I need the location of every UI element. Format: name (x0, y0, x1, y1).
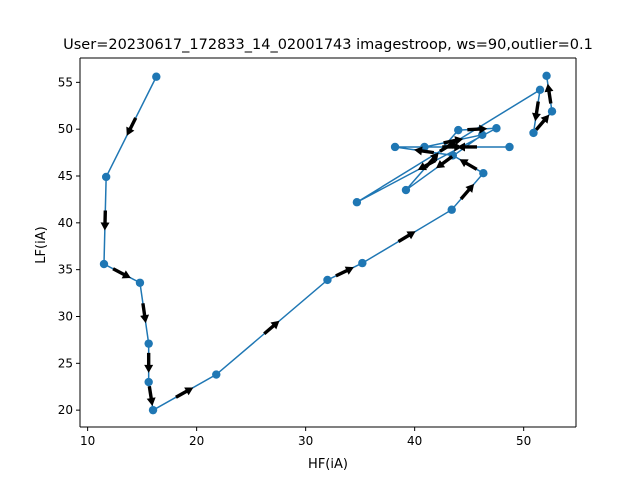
direction-arrow (112, 267, 131, 279)
data-point (529, 128, 538, 138)
direction-arrow (459, 183, 475, 201)
direction-arrow (439, 140, 457, 153)
x-tick-label: 10 (80, 434, 95, 448)
data-point (535, 85, 545, 95)
x-tick-label: 50 (516, 434, 531, 448)
direction-arrow (100, 210, 110, 231)
data-point (390, 142, 400, 152)
direction-arrow (532, 101, 541, 122)
direction-arrow (140, 303, 150, 324)
data-point (148, 405, 158, 415)
y-tick-label: 55 (58, 75, 73, 89)
data-point (542, 71, 551, 80)
direction-arrow (435, 155, 454, 169)
data-point (454, 125, 463, 135)
direction-arrow (417, 159, 437, 171)
data-point (323, 275, 332, 285)
direction-arrow (456, 142, 477, 152)
direction-arrow (126, 117, 138, 136)
x-tick-label: 40 (407, 434, 422, 448)
y-tick-label: 30 (58, 309, 73, 323)
direction-arrow (414, 146, 435, 156)
direction-arrow (534, 114, 550, 131)
direction-arrow (175, 387, 194, 399)
data-point (547, 107, 557, 116)
y-tick-label: 40 (58, 216, 73, 230)
data-point (144, 377, 153, 387)
data-point (99, 259, 109, 269)
chart-title: User=20230617_172833_14_02001743 imagest… (63, 37, 593, 53)
x-axis-label: HF(iA) (308, 457, 348, 472)
y-tick-label: 20 (58, 403, 73, 417)
x-tick-label: 20 (189, 434, 204, 448)
plot-area (99, 71, 557, 415)
direction-arrow (144, 352, 154, 373)
data-point (358, 258, 367, 268)
y-tick-label: 35 (58, 263, 73, 277)
data-point (352, 198, 362, 207)
direction-arrow (263, 320, 280, 336)
data-point (401, 185, 411, 195)
data-point (101, 172, 111, 182)
data-point (152, 72, 161, 81)
y-tick-label: 45 (58, 169, 73, 183)
y-tick-label: 25 (58, 356, 73, 370)
direction-arrow (467, 124, 488, 134)
direction-arrow (335, 266, 354, 278)
data-point (492, 124, 501, 133)
direction-arrow (397, 231, 416, 243)
axes: 10 20 30 40 50 20 25 30 35 40 45 50 55 (58, 57, 577, 448)
data-point (144, 339, 153, 348)
data-point (212, 370, 221, 379)
direction-arrow (544, 83, 554, 104)
x-tick-label: 30 (298, 434, 313, 448)
data-point (447, 205, 456, 214)
data-point (420, 142, 429, 152)
data-point (135, 278, 145, 287)
direction-arrow (459, 159, 478, 171)
direction-arrow (146, 385, 156, 406)
y-tick-label: 50 (58, 122, 73, 136)
data-point (479, 168, 488, 178)
data-point (505, 142, 514, 152)
direction-arrow (443, 136, 464, 145)
y-axis-label: LF(iA) (34, 226, 49, 263)
